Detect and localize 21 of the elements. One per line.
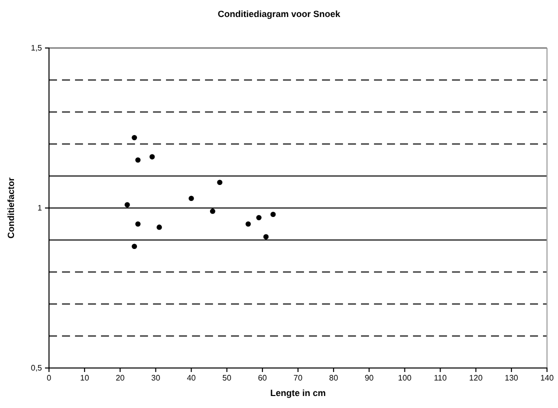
y-tick-label: 1 — [38, 204, 43, 213]
x-tick-label: 80 — [329, 374, 339, 383]
x-tick-label: 90 — [364, 374, 374, 383]
chart-title: Conditiediagram voor Snoek — [218, 9, 342, 19]
y-axis-title: Conditiefactor — [6, 177, 16, 239]
x-tick-label: 70 — [294, 374, 303, 383]
x-tick-label: 0 — [46, 374, 52, 383]
x-tick-label: 130 — [504, 374, 519, 383]
x-tick-label: 10 — [80, 374, 90, 383]
x-tick-label: 20 — [116, 374, 126, 383]
x-tick-label: 100 — [398, 374, 412, 383]
x-axis-title: Lengte in cm — [270, 388, 326, 398]
y-tick-label: 0,5 — [30, 364, 43, 373]
y-tick-label: 1,5 — [30, 44, 43, 53]
x-tick-label: 40 — [186, 374, 196, 383]
x-tick-label: 60 — [258, 374, 268, 383]
x-tick-label: 120 — [469, 374, 484, 383]
x-tick-label: 50 — [222, 374, 232, 383]
x-tick-label: 140 — [540, 374, 554, 383]
x-tick-label: 110 — [434, 374, 448, 383]
x-tick-label: 30 — [151, 374, 161, 383]
